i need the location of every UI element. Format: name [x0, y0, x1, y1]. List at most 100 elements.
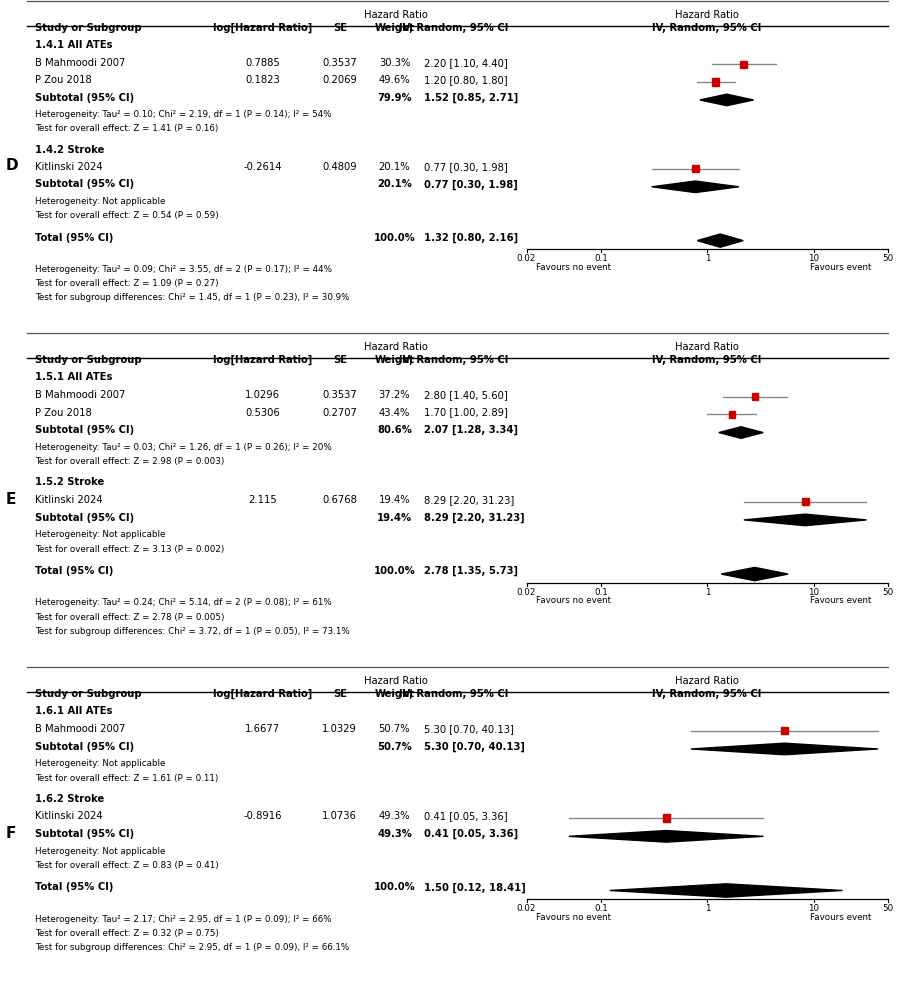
Polygon shape: [700, 94, 753, 106]
Text: Weight: Weight: [374, 689, 415, 699]
Bar: [781, 727, 788, 734]
Text: IV, Random, 95% CI: IV, Random, 95% CI: [652, 355, 762, 365]
Text: Hazard Ratio: Hazard Ratio: [675, 10, 739, 20]
Text: Heterogeneity: Not applicable: Heterogeneity: Not applicable: [35, 530, 165, 539]
Text: 80.6%: 80.6%: [377, 425, 412, 435]
Polygon shape: [744, 514, 866, 526]
Text: Subtotal (95% CI): Subtotal (95% CI): [35, 513, 134, 523]
Text: log[Hazard Ratio]: log[Hazard Ratio]: [213, 23, 312, 33]
Text: Subtotal (95% CI): Subtotal (95% CI): [35, 93, 134, 103]
Text: IV, Random, 95% CI: IV, Random, 95% CI: [399, 23, 508, 33]
Text: 1: 1: [704, 904, 711, 913]
Text: P Zou 2018: P Zou 2018: [35, 75, 91, 85]
Polygon shape: [722, 567, 788, 581]
Text: 20.1%: 20.1%: [379, 162, 410, 172]
Text: 0.1: 0.1: [594, 254, 608, 263]
Text: 10: 10: [808, 254, 819, 263]
Text: 100.0%: 100.0%: [374, 882, 415, 892]
Text: 100.0%: 100.0%: [374, 566, 415, 576]
Text: E: E: [5, 491, 15, 506]
Text: 100.0%: 100.0%: [374, 233, 415, 243]
Text: IV, Random, 95% CI: IV, Random, 95% CI: [652, 689, 762, 699]
Text: B Mahmoodi 2007: B Mahmoodi 2007: [35, 390, 125, 400]
Text: 1: 1: [704, 588, 711, 597]
Text: 1.5.2 Stroke: 1.5.2 Stroke: [35, 477, 104, 487]
Text: 0.41 [0.05, 3.36]: 0.41 [0.05, 3.36]: [424, 811, 507, 821]
Text: Hazard Ratio: Hazard Ratio: [364, 676, 428, 686]
Text: 1.32 [0.80, 2.16]: 1.32 [0.80, 2.16]: [424, 233, 517, 243]
Text: 1.6677: 1.6677: [245, 724, 280, 734]
Text: 10: 10: [808, 588, 819, 597]
Text: Subtotal (95% CI): Subtotal (95% CI): [35, 742, 134, 752]
Text: 1.5.1 All ATEs: 1.5.1 All ATEs: [35, 372, 112, 382]
Text: Favours no event: Favours no event: [536, 913, 610, 922]
Text: 50: 50: [883, 588, 894, 597]
Text: Heterogeneity: Not applicable: Heterogeneity: Not applicable: [35, 847, 165, 856]
Text: 49.3%: 49.3%: [379, 811, 410, 821]
Text: Weight: Weight: [374, 355, 415, 365]
Polygon shape: [719, 427, 763, 438]
Text: 5.30 [0.70, 40.13]: 5.30 [0.70, 40.13]: [424, 724, 514, 734]
Text: 50.7%: 50.7%: [377, 742, 412, 752]
Text: Study or Subgroup: Study or Subgroup: [35, 355, 141, 365]
Text: 50: 50: [883, 904, 894, 913]
Text: Test for subgroup differences: Chi² = 3.72, df = 1 (P = 0.05), I² = 73.1%: Test for subgroup differences: Chi² = 3.…: [35, 627, 349, 636]
Text: IV, Random, 95% CI: IV, Random, 95% CI: [399, 689, 508, 699]
Text: 43.4%: 43.4%: [379, 408, 410, 418]
Text: 2.78 [1.35, 5.73]: 2.78 [1.35, 5.73]: [424, 566, 517, 576]
Text: D: D: [5, 158, 18, 173]
Text: Heterogeneity: Not applicable: Heterogeneity: Not applicable: [35, 759, 165, 768]
Text: 0.2707: 0.2707: [322, 408, 357, 418]
Text: 0.77 [0.30, 1.98]: 0.77 [0.30, 1.98]: [424, 179, 517, 190]
Text: 1.6.2 Stroke: 1.6.2 Stroke: [35, 794, 104, 804]
Text: Hazard Ratio: Hazard Ratio: [675, 342, 739, 352]
Text: Test for overall effect: Z = 2.78 (P = 0.005): Test for overall effect: Z = 2.78 (P = 0…: [35, 613, 224, 622]
Text: 0.1: 0.1: [594, 588, 608, 597]
Text: 0.02: 0.02: [517, 588, 537, 597]
Text: Heterogeneity: Not applicable: Heterogeneity: Not applicable: [35, 197, 165, 206]
Text: B Mahmoodi 2007: B Mahmoodi 2007: [35, 58, 125, 68]
Text: 8.29 [2.20, 31.23]: 8.29 [2.20, 31.23]: [424, 495, 514, 505]
Text: -0.2614: -0.2614: [243, 162, 281, 172]
Text: Total (95% CI): Total (95% CI): [35, 233, 113, 243]
Text: 10: 10: [808, 904, 819, 913]
Text: 0.4809: 0.4809: [322, 162, 357, 172]
Text: Favours event: Favours event: [810, 913, 872, 922]
Text: IV, Random, 95% CI: IV, Random, 95% CI: [399, 355, 508, 365]
Text: Test for subgroup differences: Chi² = 2.95, df = 1 (P = 0.09), I² = 66.1%: Test for subgroup differences: Chi² = 2.…: [35, 943, 349, 952]
Text: 0.02: 0.02: [517, 904, 537, 913]
Text: Test for overall effect: Z = 1.61 (P = 0.11): Test for overall effect: Z = 1.61 (P = 0…: [35, 774, 218, 783]
Text: Kitlinski 2024: Kitlinski 2024: [35, 162, 102, 172]
Text: 0.2069: 0.2069: [322, 75, 357, 85]
Polygon shape: [651, 181, 739, 193]
Text: 0.6768: 0.6768: [322, 495, 357, 505]
Text: 0.3537: 0.3537: [322, 390, 357, 400]
Polygon shape: [569, 831, 763, 842]
Text: SE: SE: [333, 689, 347, 699]
Text: F: F: [5, 826, 15, 840]
Text: 19.4%: 19.4%: [377, 513, 412, 523]
Text: 1: 1: [704, 254, 711, 263]
Text: 2.115: 2.115: [248, 495, 277, 505]
Text: 2.07 [1.28, 3.34]: 2.07 [1.28, 3.34]: [424, 425, 517, 435]
Text: Favours no event: Favours no event: [536, 263, 610, 272]
Text: Subtotal (95% CI): Subtotal (95% CI): [35, 829, 134, 839]
Text: 50: 50: [883, 254, 894, 263]
Text: Hazard Ratio: Hazard Ratio: [364, 342, 428, 352]
Polygon shape: [691, 743, 878, 755]
Text: Heterogeneity: Tau² = 0.09; Chi² = 3.55, df = 2 (P = 0.17); I² = 44%: Heterogeneity: Tau² = 0.09; Chi² = 3.55,…: [35, 265, 332, 274]
Text: 2.80 [1.40, 5.60]: 2.80 [1.40, 5.60]: [424, 390, 507, 400]
Text: Test for overall effect: Z = 3.13 (P = 0.002): Test for overall effect: Z = 3.13 (P = 0…: [35, 545, 224, 554]
Text: 1.20 [0.80, 1.80]: 1.20 [0.80, 1.80]: [424, 75, 507, 85]
Text: 1.0736: 1.0736: [322, 811, 357, 821]
Text: 1.52 [0.85, 2.71]: 1.52 [0.85, 2.71]: [424, 93, 517, 103]
Text: 19.4%: 19.4%: [379, 495, 410, 505]
Text: Study or Subgroup: Study or Subgroup: [35, 689, 141, 699]
Bar: [741, 61, 747, 68]
Text: 50.7%: 50.7%: [379, 724, 410, 734]
Text: 79.9%: 79.9%: [377, 93, 412, 103]
Text: Hazard Ratio: Hazard Ratio: [675, 676, 739, 686]
Text: 0.5306: 0.5306: [245, 408, 280, 418]
Text: 0.1823: 0.1823: [245, 75, 280, 85]
Text: Kitlinski 2024: Kitlinski 2024: [35, 811, 102, 821]
